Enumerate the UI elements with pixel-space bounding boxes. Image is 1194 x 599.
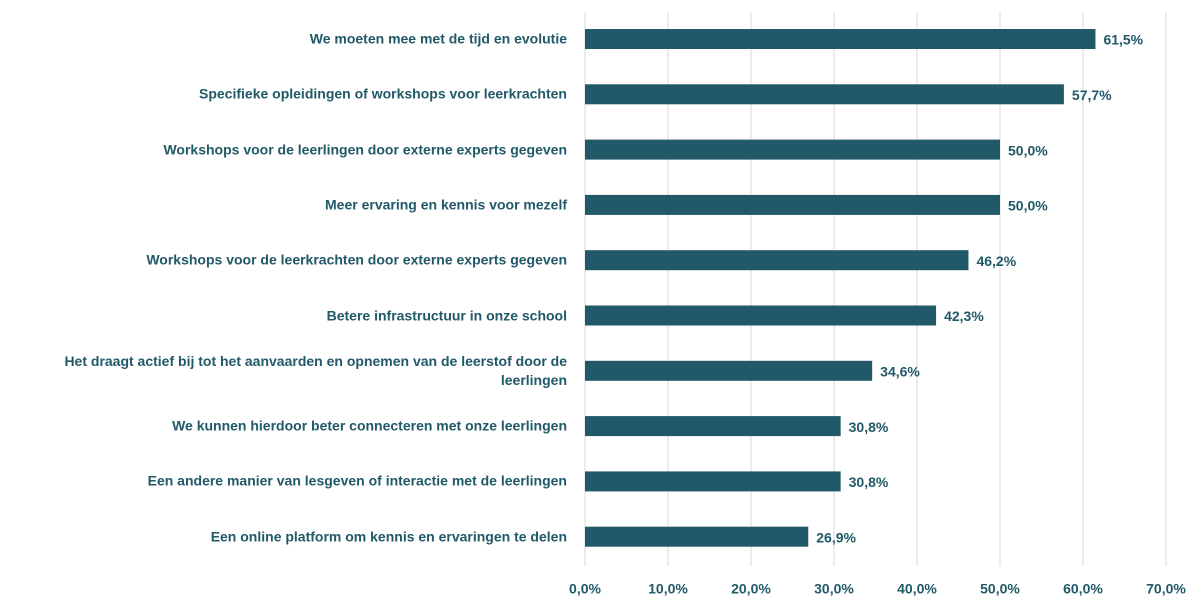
category-label: We moeten mee met de tijd en evolutie: [309, 30, 567, 47]
x-tick-label: 0,0%: [569, 581, 601, 597]
x-tick-label: 20,0%: [731, 581, 771, 597]
x-tick-label: 50,0%: [980, 581, 1020, 597]
value-label: 42,3%: [944, 308, 984, 324]
x-tick-label: 10,0%: [648, 581, 688, 597]
bar: [585, 194, 1000, 215]
x-tick-label: 60,0%: [1063, 581, 1103, 597]
category-label: Een andere manier van lesgeven of intera…: [147, 472, 567, 489]
bar: [585, 360, 873, 381]
bar: [585, 526, 809, 547]
value-label: 61,5%: [1103, 32, 1143, 48]
category-label: Workshops voor de leerkrachten door exte…: [146, 251, 567, 268]
category-label: Het draagt actief bij tot het aanvaarden…: [64, 352, 567, 388]
category-label: Specifieke opleidingen of workshops voor…: [199, 85, 567, 102]
value-label: 50,0%: [1008, 142, 1048, 158]
x-tick-label: 70,0%: [1146, 581, 1186, 597]
category-label: Betere infrastructuur in onze school: [326, 307, 567, 323]
category-label: Een online platform om kennis en ervarin…: [210, 528, 567, 545]
bar: [585, 84, 1064, 105]
value-label: 46,2%: [976, 253, 1016, 269]
bar: [585, 29, 1096, 49]
value-label: 30,8%: [849, 474, 889, 490]
bar: [585, 250, 969, 271]
value-label: 30,8%: [849, 419, 889, 435]
value-label: 26,9%: [816, 529, 856, 545]
bar: [585, 416, 841, 437]
category-label: We kunnen hierdoor beter connecteren met…: [172, 417, 567, 434]
value-label: 50,0%: [1008, 198, 1048, 214]
x-tick-label: 40,0%: [897, 581, 937, 597]
value-label: 34,6%: [880, 364, 920, 380]
bar: [585, 139, 1000, 160]
bar: [585, 305, 937, 326]
category-label: Meer ervaring en kennis voor mezelf: [325, 196, 567, 213]
value-label: 57,7%: [1072, 87, 1112, 103]
category-label: Workshops voor de leerlingen door extern…: [163, 141, 567, 158]
bar: [585, 471, 841, 492]
x-tick-label: 30,0%: [814, 581, 854, 597]
